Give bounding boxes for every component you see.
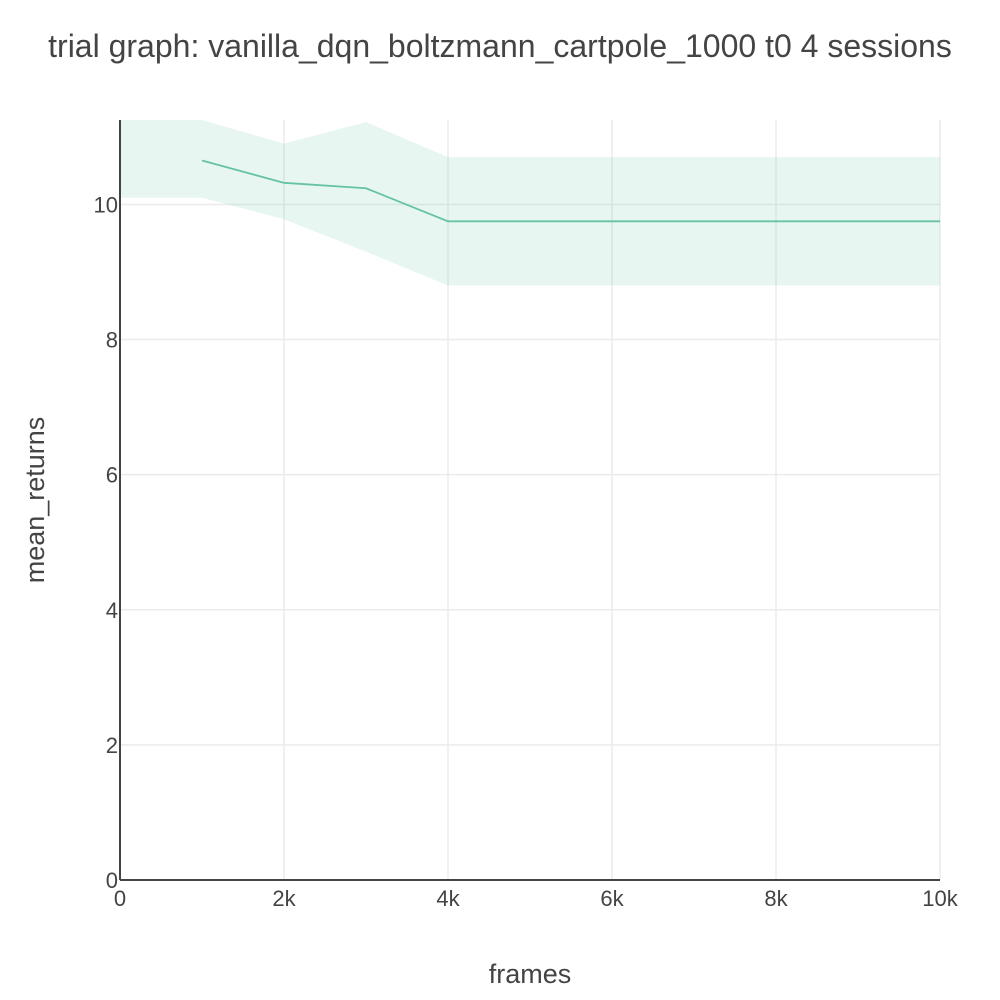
- x-tick-label: 8k: [764, 886, 788, 911]
- y-tick-label: 2: [106, 733, 118, 758]
- confidence-band: [120, 120, 940, 286]
- y-tick-label: 0: [106, 868, 118, 893]
- y-axis-label: mean_returns: [20, 417, 50, 584]
- x-axis-label: frames: [489, 959, 572, 989]
- y-tick-label: 6: [106, 463, 118, 488]
- y-tick-label: 10: [94, 192, 118, 217]
- x-tick-label: 6k: [600, 886, 624, 911]
- x-tick-label: 10k: [922, 886, 958, 911]
- x-axis-ticks: 0 2k 4k 6k 8k 10k: [114, 886, 959, 911]
- gridlines: [120, 120, 941, 880]
- x-tick-label: 0: [114, 886, 126, 911]
- y-axis-ticks: 0 2 4 6 8 10: [94, 192, 118, 893]
- series-line: [201, 159, 940, 223]
- y-tick-label: 8: [106, 328, 118, 353]
- chart-title: trial graph: vanilla_dqn_boltzmann_cartp…: [48, 28, 952, 64]
- y-tick-label: 4: [106, 598, 118, 623]
- x-tick-label: 4k: [436, 886, 460, 911]
- x-tick-label: 2k: [272, 886, 296, 911]
